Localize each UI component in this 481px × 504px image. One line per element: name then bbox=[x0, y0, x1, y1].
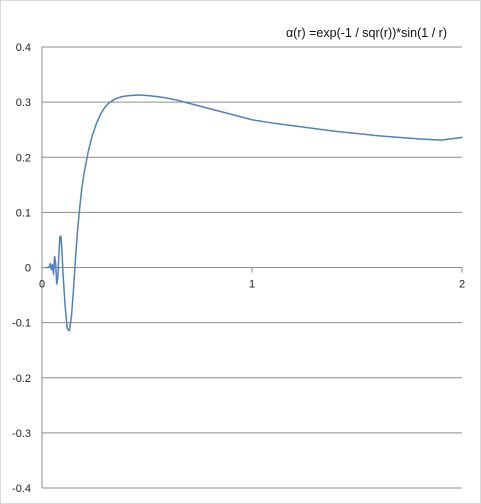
gridlines bbox=[42, 46, 462, 489]
x-tick-label: 1 bbox=[249, 279, 255, 291]
y-tick-label: 0 bbox=[25, 263, 31, 275]
axes bbox=[41, 47, 463, 488]
tick-labels: 0.4 0.3 0.2 0.1 0 -0.1 -0.2 -0.3 -0.4 0 1 2 bbox=[12, 42, 465, 495]
x-tick-label: 0 bbox=[39, 279, 45, 291]
y-tick-label: 0.1 bbox=[16, 207, 31, 219]
y-tick-label: -0.4 bbox=[12, 483, 31, 495]
chart-title: α(r) =exp(-1 / sqr(r))*sin(1 / r) bbox=[286, 26, 447, 40]
x-tick-label: 2 bbox=[459, 279, 465, 291]
y-tick-label: 0.3 bbox=[16, 97, 31, 109]
series-line-0 bbox=[45, 94, 463, 332]
y-tick-label: -0.1 bbox=[12, 318, 31, 330]
series-layer bbox=[45, 94, 463, 332]
y-tick-label: -0.2 bbox=[12, 373, 31, 385]
y-tick-label: 0.2 bbox=[16, 152, 31, 164]
y-tick-label: -0.3 bbox=[12, 428, 31, 440]
y-tick-label: 0.4 bbox=[16, 42, 31, 54]
